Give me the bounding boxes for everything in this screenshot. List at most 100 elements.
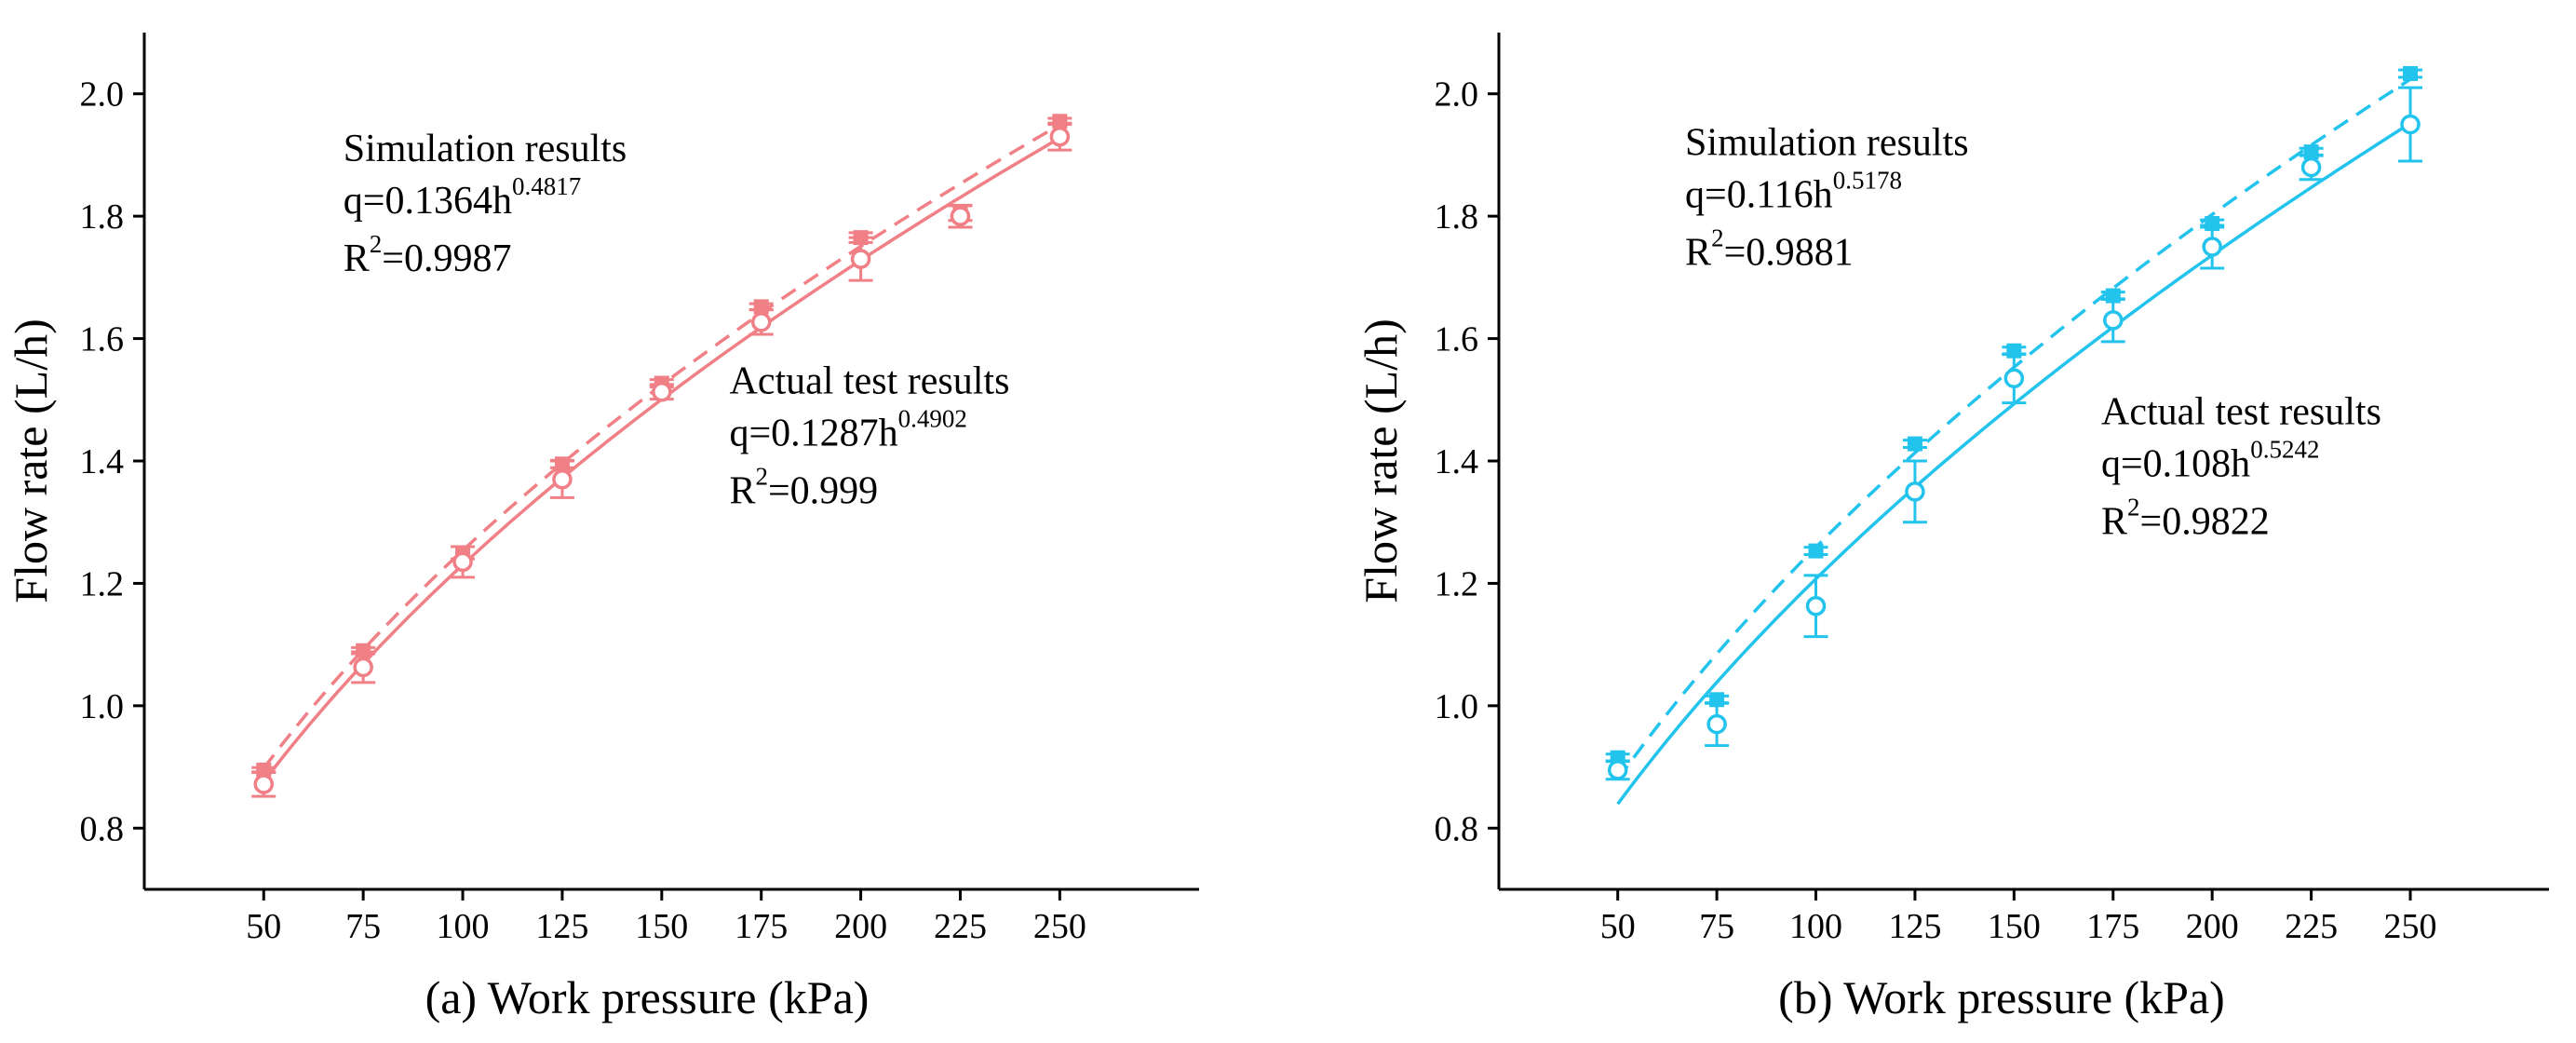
equation-base: q=0.116h (1685, 173, 1833, 216)
annotation-simulation: Simulation resultsq=0.116h0.5178R2=0.988… (1685, 121, 1969, 274)
actual-fit-line (1616, 121, 2411, 806)
y-tick-label: 1.2 (80, 564, 125, 603)
equation-exponent: 0.4902 (898, 405, 967, 433)
x-tick-label: 100 (437, 907, 490, 946)
actual-point (2202, 237, 2222, 257)
r-squared-value: =0.999 (768, 470, 878, 513)
simulation-point (256, 762, 272, 778)
actual-point (353, 657, 373, 678)
x-tick-label: 50 (1600, 907, 1636, 946)
chart-panel-a: 0.8 1.0 1.2 1.4 1.6 1.8 2.0 50 75 100 125 150 175 200… (5, 33, 1199, 1023)
y-axis-title: Flow rate (L/h) (1355, 318, 1407, 603)
y-tick-label: 1.4 (1435, 442, 1479, 481)
x-tick-label: 75 (345, 907, 381, 946)
r-squared-value: =0.9822 (2140, 501, 2270, 544)
r-squared-base: R (2101, 501, 2127, 544)
y-tick-label: 2.0 (80, 75, 125, 115)
x-tick-label: 250 (1033, 907, 1086, 946)
actual-point (850, 249, 871, 269)
y-tick-label: 1.0 (80, 687, 125, 726)
x-tick-label: 175 (2086, 907, 2139, 946)
r-squared-exponent: 2 (2127, 494, 2140, 522)
y-tick-label: 1.2 (1435, 564, 1479, 603)
simulation-point (2403, 66, 2419, 82)
x-tick-label: 225 (2285, 907, 2338, 946)
x-tick-label: 125 (1888, 907, 1941, 946)
actual-point (1905, 481, 1925, 502)
actual-fit-line (262, 136, 1061, 783)
actual-point (2300, 156, 2322, 178)
x-axis-title: (b) Work pressure (kPa) (1778, 971, 2225, 1023)
x-tick-label: 200 (834, 907, 887, 946)
equation-exponent: 0.5178 (1833, 166, 1902, 194)
simulation-point (1052, 114, 1068, 129)
annotation-simulation: Simulation resultsq=0.1364h0.4817R2=0.99… (344, 128, 627, 280)
actual-point (452, 551, 473, 573)
y-tick-label: 1.6 (80, 320, 125, 359)
simulation-point (1907, 436, 1922, 452)
x-tick-label: 250 (2384, 907, 2437, 946)
x-tick-label: 75 (1699, 907, 1734, 946)
y-tick-label: 1.8 (1435, 197, 1479, 237)
x-tick-label: 225 (934, 907, 987, 946)
annotation-equation: q=0.1287h0.4902 (729, 405, 966, 455)
r-squared-value: =0.9987 (382, 237, 511, 280)
actual-point (2003, 368, 2025, 389)
equation-exponent: 0.4817 (512, 172, 581, 200)
chart-panel-b: 0.8 1.0 1.2 1.4 1.6 1.8 2.0 50 75 100 125 150 175 200… (1355, 33, 2549, 1023)
x-tick-label: 200 (2186, 907, 2239, 946)
annotation-title: Simulation results (1685, 121, 1969, 164)
y-tick-label: 1.6 (1435, 320, 1479, 359)
x-tick-label: 175 (735, 907, 788, 946)
r-squared-value: =0.9881 (1724, 231, 1854, 274)
equation-base: q=0.1287h (729, 413, 897, 455)
x-tick-label: 150 (635, 907, 688, 946)
annotation-actual: Actual test resultsq=0.1287h0.4902R2=0.9… (729, 360, 1009, 513)
y-tick-label: 0.8 (1435, 809, 1479, 848)
r-squared-base: R (344, 237, 370, 280)
equation-base: q=0.1364h (344, 180, 512, 223)
x-tick-label: 150 (1988, 907, 2041, 946)
annotation-equation: q=0.1364h0.4817 (344, 172, 581, 223)
annotation-equation: q=0.116h0.5178 (1685, 166, 1902, 216)
actual-point (552, 468, 573, 490)
r-squared-exponent: 2 (1711, 224, 1724, 251)
actual-point (950, 206, 971, 226)
actual-point (1706, 713, 1727, 735)
actual-point (1049, 126, 1071, 147)
equation-base: q=0.108h (2101, 443, 2250, 486)
annotation-actual: Actual test resultsq=0.108h0.5242R2=0.98… (2101, 391, 2381, 544)
y-tick-label: 1.8 (80, 197, 125, 237)
x-tick-label: 50 (246, 907, 281, 946)
simulation-point (1808, 543, 1824, 559)
annotation-title: Actual test results (729, 360, 1009, 403)
equation-exponent: 0.5242 (2250, 436, 2319, 464)
annotation-r-squared: R2=0.9881 (1685, 224, 1854, 274)
annotation-r-squared: R2=0.9987 (344, 230, 512, 280)
annotation-title: Simulation results (344, 128, 627, 170)
simulation-point (2205, 216, 2220, 232)
x-axis-title: (a) Work pressure (kPa) (425, 971, 870, 1023)
y-tick-label: 2.0 (1435, 75, 1479, 115)
actual-point (652, 381, 672, 402)
actual-point (253, 774, 275, 794)
actual-point (750, 312, 772, 332)
annotation-r-squared: R2=0.9822 (2101, 494, 2270, 544)
x-tick-label: 100 (1789, 907, 1842, 946)
annotation-equation: q=0.108h0.5242 (2101, 436, 2319, 486)
r-squared-exponent: 2 (370, 230, 383, 258)
annotation-r-squared: R2=0.999 (729, 463, 878, 513)
y-tick-label: 0.8 (80, 809, 125, 848)
annotation-title: Actual test results (2101, 391, 2381, 434)
actual-point (1805, 595, 1827, 616)
x-tick-label: 125 (535, 907, 588, 946)
r-squared-base: R (729, 470, 755, 513)
y-tick-label: 1.4 (80, 442, 125, 481)
r-squared-base: R (1685, 231, 1711, 274)
actual-point (1607, 760, 1628, 780)
y-tick-label: 1.0 (1435, 687, 1479, 726)
actual-point (2400, 114, 2421, 135)
actual-point (2103, 310, 2124, 331)
